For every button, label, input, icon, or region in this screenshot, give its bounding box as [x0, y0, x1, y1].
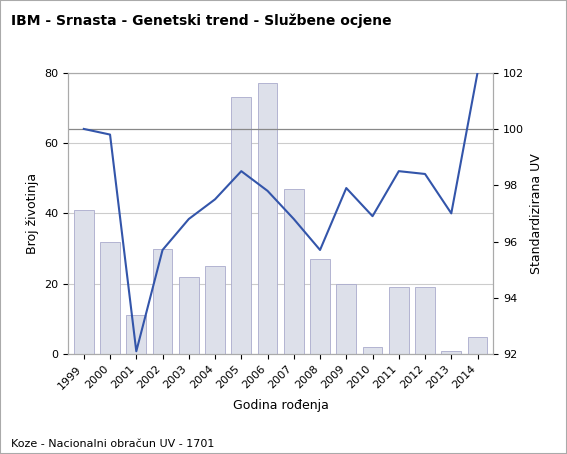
Bar	[231, 97, 251, 354]
Bar	[205, 266, 225, 354]
Y-axis label: Standardizirana UV: Standardizirana UV	[530, 153, 543, 274]
X-axis label: Godina rođenja: Godina rođenja	[232, 400, 329, 412]
Bar	[284, 189, 304, 354]
Bar	[153, 248, 172, 354]
Bar	[310, 259, 330, 354]
Bar	[363, 347, 382, 354]
Bar	[179, 276, 198, 354]
Bar	[74, 210, 94, 354]
Text: Koze - Nacionalni obračun UV - 1701: Koze - Nacionalni obračun UV - 1701	[11, 439, 215, 449]
Bar	[468, 336, 488, 354]
Bar	[126, 316, 146, 354]
Bar	[100, 242, 120, 354]
Bar	[442, 350, 461, 354]
Y-axis label: Broj životinja: Broj životinja	[26, 173, 39, 254]
Bar	[336, 284, 356, 354]
Text: IBM - Srnasta - Genetski trend - Službene ocjene: IBM - Srnasta - Genetski trend - Služben…	[11, 14, 392, 28]
Bar	[415, 287, 435, 354]
Bar	[257, 83, 277, 354]
Bar	[389, 287, 409, 354]
